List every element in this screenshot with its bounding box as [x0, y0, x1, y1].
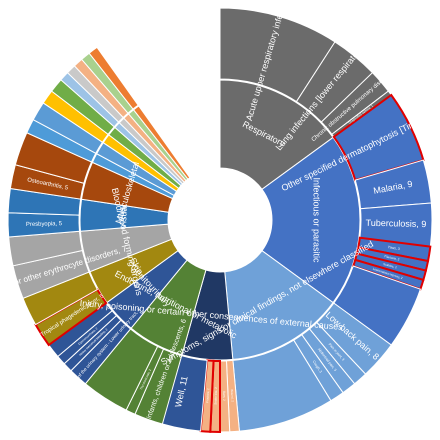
inner-segment-infectious-or-parasitic-1[interactable] — [261, 136, 361, 304]
outer-label-presbyopia-33: Presbyopia, 5 — [26, 221, 63, 228]
inner-segment-unlabeled-18[interactable] — [132, 105, 191, 180]
outer-label-burn-18: Burn, 2 — [222, 391, 226, 401]
outer-label-cough-15: Cough, 3 — [312, 360, 323, 374]
inner-label-visual-8: Visual — [118, 204, 129, 229]
outer-label-fracture-20: Fracture, 2 — [205, 388, 210, 403]
outer-segment-unlabeled-45[interactable] — [88, 46, 139, 110]
outer-label-wound-17: Wound, 2 — [230, 389, 235, 402]
outer-label-yaws-7: Yaws, 3 — [387, 245, 400, 251]
outer-ring — [7, 7, 433, 434]
outer-label-tuberculosis-6: Tuberculosis, 9 — [366, 218, 427, 229]
inner-ring — [79, 79, 361, 361]
outer-label-snake-bite-19: Snake bite, 2 — [214, 387, 218, 405]
inner-segment-symptoms-signs-or-clinical-findings-not-elsewhere-classified-2[interactable] — [224, 249, 334, 360]
outer-label-scabies-9: Scabies, 2 — [383, 262, 398, 270]
inner-label-infectious-or-parasitic-1: Infectious or parasitic — [312, 177, 322, 263]
inner-segment-respiratory-0[interactable] — [219, 79, 334, 191]
outer-label-filariasis-8: Filariasis, 2 — [384, 254, 400, 261]
